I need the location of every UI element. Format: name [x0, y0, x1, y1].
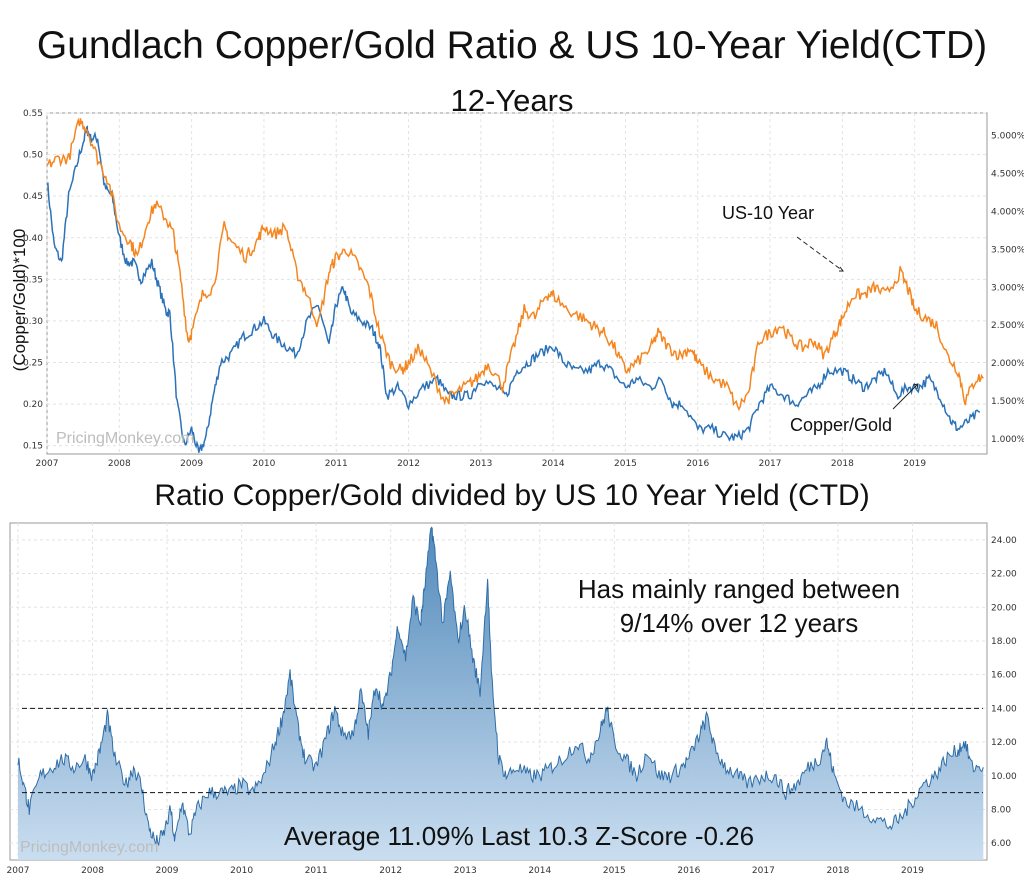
top-x-tick-label: 2013 [469, 459, 492, 469]
ratio-area-line [17, 526, 984, 847]
top-x-tick-label: 2019 [903, 459, 926, 469]
top-x-tick-label: 2009 [180, 459, 203, 469]
top-x-tick-label: 2008 [108, 459, 131, 469]
bottom-reference-lines [22, 707, 983, 794]
bottom-area-group [17, 526, 984, 860]
bottom-y2-tick-label: 14.00 [991, 704, 1017, 714]
watermark-top: PricingMonkey.com [56, 430, 194, 447]
top-y2-tick-label: 3.500% [991, 245, 1024, 255]
top-series-group [46, 117, 984, 453]
top-y2-tick-label: 3.000% [991, 283, 1024, 293]
top-y-tick-label: 0.15 [23, 442, 43, 452]
top-y2-tick-label: 5.000% [991, 132, 1024, 142]
top-x-tick-label: 2014 [542, 459, 565, 469]
bottom-x-tick-label: 2011 [305, 866, 328, 876]
arrowhead-copper-gold [912, 383, 919, 390]
bottom-x-tick-label: 2009 [156, 866, 179, 876]
top-x-tick-label: 2011 [325, 459, 348, 469]
top-y2-tick-label: 4.000% [991, 208, 1024, 218]
annotation-range-line2: 9/14% over 12 years [620, 608, 858, 638]
bottom-x-tick-label: 2015 [603, 866, 626, 876]
top-x-tick-label: 2016 [686, 459, 709, 469]
top-y-tick-label: 0.45 [23, 192, 43, 202]
top-y-tick-label: 0.40 [23, 234, 43, 244]
series-line-copper-gold [46, 125, 981, 453]
bottom-x-tick-label: 2008 [81, 866, 104, 876]
watermark-bottom: PricingMonkey.com [20, 839, 158, 856]
top-gridlines [46, 112, 987, 454]
bottom-y2-tick-label: 12.00 [991, 738, 1017, 748]
top-y2-tick-label: 2.500% [991, 321, 1024, 331]
top-y-tick-label: 0.35 [23, 275, 43, 285]
top-plot-frame [46, 112, 988, 455]
bottom-y2-tick-label: 10.00 [991, 772, 1017, 782]
arrowhead-us10 [839, 266, 844, 272]
top-y-tick-label: 0.30 [23, 317, 43, 327]
chart-title: Gundlach Copper/Gold Ratio & US 10-Year … [36, 24, 988, 67]
top-x-tick-label: 2017 [759, 459, 782, 469]
bottom-x-tick-label: 2012 [379, 866, 402, 876]
annotation-arrow-copper-gold [892, 383, 919, 410]
top-y-tick-label: 0.50 [23, 151, 43, 161]
bottom-x-tick-label: 2018 [826, 866, 849, 876]
bottom-y2-tick-label: 6.00 [991, 839, 1011, 849]
top-x-tick-label: 2007 [36, 459, 59, 469]
annotation-arrow-us10 [796, 236, 844, 272]
lower-chart-title: Ratio Copper/Gold divided by US 10 Year … [154, 479, 870, 512]
bottom-axis-ticks: 2007 2008 2009 2010 2011 2012 2013 2014 2015 2016… [7, 536, 1017, 876]
bottom-y2-tick-label: 18.00 [991, 637, 1017, 647]
bottom-y2-tick-label: 20.00 [991, 603, 1017, 613]
annotation-average: Average 11.09% Last 10.3 Z-Score -0.26 [284, 821, 754, 851]
annotation-range-line1: Has mainly ranged between [578, 574, 900, 604]
bottom-x-tick-label: 2016 [677, 866, 700, 876]
top-x-tick-label: 2010 [252, 459, 275, 469]
top-y-tick-label: 0.20 [23, 400, 43, 410]
bottom-y2-tick-label: 16.00 [991, 671, 1017, 681]
bottom-x-tick-label: 2017 [752, 866, 775, 876]
annotation-copper-gold: Copper/Gold [790, 415, 892, 435]
top-x-tick-label: 2018 [831, 459, 854, 469]
top-y-axis-label: (Copper/Gold)*100 [10, 229, 29, 372]
bottom-x-tick-label: 2010 [230, 866, 253, 876]
bottom-x-tick-label: 2007 [7, 866, 30, 876]
bottom-x-tick-label: 2019 [901, 866, 924, 876]
bottom-y2-tick-label: 8.00 [991, 805, 1011, 815]
annotation-us10-year: US-10 Year [722, 203, 814, 223]
bottom-x-tick-label: 2014 [528, 866, 551, 876]
chart-subtitle: 12-Years [450, 83, 574, 118]
top-y-tick-label: 0.25 [23, 359, 43, 369]
top-axis-ticks: 2007 2008 2009 2010 2011 2012 2013 2014 2015 2016… [23, 109, 1024, 469]
top-y-tick-label: 0.55 [23, 109, 43, 119]
top-x-tick-label: 2015 [614, 459, 637, 469]
bottom-y2-tick-label: 24.00 [991, 536, 1017, 546]
bottom-y2-tick-label: 22.00 [991, 570, 1017, 580]
top-y2-tick-label: 4.500% [991, 170, 1024, 180]
bottom-x-tick-label: 2013 [454, 866, 477, 876]
top-y2-tick-label: 1.500% [991, 397, 1024, 407]
series-line-us10-year [46, 117, 984, 412]
top-y2-tick-label: 2.000% [991, 359, 1024, 369]
top-y2-tick-label: 1.000% [991, 435, 1024, 445]
top-x-tick-label: 2012 [397, 459, 420, 469]
